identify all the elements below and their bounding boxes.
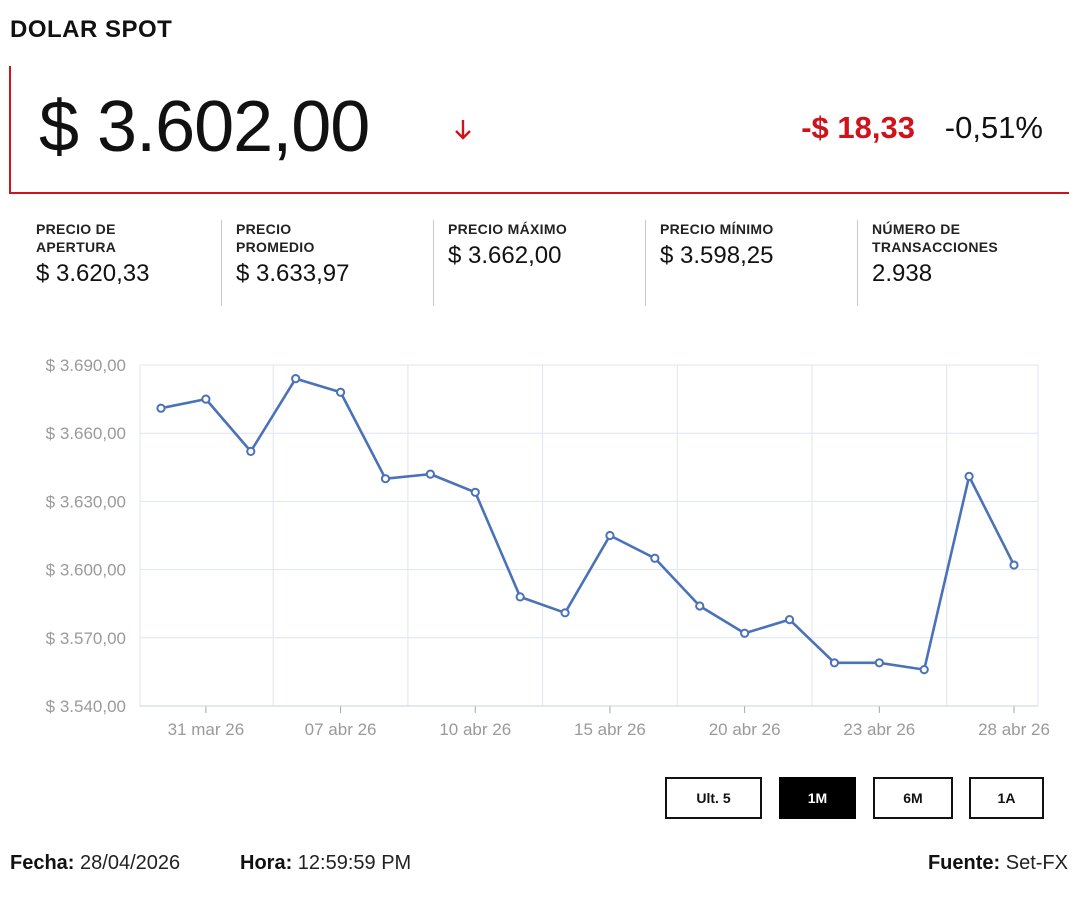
x-tick-label: 31 mar 26: [168, 720, 245, 739]
data-point: [919, 665, 929, 675]
x-tick-label: 15 abr 26: [574, 720, 646, 739]
x-tick-label: 28 abr 26: [978, 720, 1050, 739]
stat-opening: PRECIO DE APERTURA $ 3.620,33: [22, 220, 221, 306]
data-point: [425, 469, 435, 479]
date-value: 28/04/2026: [80, 852, 181, 874]
arrow-down-icon: [455, 120, 471, 140]
current-price: $ 3.602,00: [39, 87, 370, 167]
source-value: Set-FX: [1005, 852, 1068, 874]
page-title: DOLAR SPOT: [10, 16, 173, 43]
data-point: [291, 374, 301, 384]
data-point: [246, 446, 256, 456]
data-point: [874, 658, 884, 668]
stat-value: $ 3.633,97: [236, 260, 350, 287]
y-tick-label: $ 3.630,00: [46, 492, 126, 511]
x-tick-label: 10 abr 26: [439, 720, 511, 739]
date-label: Fecha:: [10, 852, 75, 874]
price-line-chart: $ 3.690,00 $ 3.660,00 $ 3.630,00 $ 3.600,00…: [46, 356, 1050, 739]
stat-label: PRECIO MÁXIMO: [448, 221, 568, 237]
range-button-ult5[interactable]: Ult. 5: [665, 777, 762, 819]
footer-date: Fecha: 28/04/2026: [10, 852, 180, 875]
x-tick-label: 20 abr 26: [709, 720, 781, 739]
range-button-1a[interactable]: 1A: [969, 777, 1044, 819]
series-line: [160, 377, 1016, 671]
data-point: [784, 615, 795, 625]
plot-area: [139, 364, 1039, 707]
stats-row: PRECIO DE APERTURA $ 3.620,33 PRECIO PRO…: [22, 220, 1080, 306]
stat-value: $ 3.598,25: [660, 242, 774, 269]
data-point: [605, 530, 615, 541]
data-point: [740, 628, 750, 638]
stat-label: PRECIO MÍNIMO: [660, 221, 774, 237]
x-tick-label: 23 abr 26: [843, 720, 915, 739]
y-tick-label: $ 3.570,00: [46, 629, 126, 648]
data-point: [1009, 560, 1019, 570]
stat-average: PRECIO PROMEDIO $ 3.633,97: [221, 220, 433, 306]
stat-transactions: NÚMERO DE TRANSACCIONES 2.938: [857, 220, 1069, 306]
stat-min: PRECIO MÍNIMO $ 3.598,25: [645, 220, 857, 306]
stat-value: $ 3.662,00: [448, 242, 562, 269]
time-label: Hora:: [240, 852, 293, 874]
data-point: [515, 592, 525, 602]
data-point: [156, 403, 166, 413]
data-point: [829, 658, 840, 668]
change-percent: -0,51%: [944, 110, 1043, 145]
stat-max: PRECIO MÁXIMO $ 3.662,00: [433, 220, 645, 306]
source-label: Fuente:: [927, 852, 1001, 874]
data-point: [201, 394, 211, 404]
stat-label: PRECIO PROMEDIO: [236, 221, 315, 255]
y-tick-label: $ 3.540,00: [46, 697, 126, 716]
quote-panel: $ 3.602,00 -$ 18,33 -0,51%: [9, 66, 1069, 194]
stat-value: 2.938: [872, 260, 933, 287]
footer-source: Fuente: Set-FX: [928, 852, 1068, 875]
data-point: [560, 608, 570, 618]
change-absolute: -$ 18,33: [801, 110, 915, 145]
range-button-1m[interactable]: 1M: [779, 777, 856, 819]
data-point: [650, 553, 660, 563]
stat-value: $ 3.620,33: [36, 260, 150, 287]
stat-label: PRECIO DE APERTURA: [36, 221, 117, 255]
data-point: [964, 471, 974, 481]
y-tick-label: $ 3.690,00: [46, 356, 126, 375]
y-tick-label: $ 3.600,00: [46, 561, 126, 580]
y-tick-label: $ 3.660,00: [46, 424, 126, 443]
data-point: [335, 387, 346, 397]
range-button-6m[interactable]: 6M: [873, 777, 953, 819]
data-point: [470, 487, 480, 497]
data-point: [380, 474, 391, 484]
data-point: [695, 601, 705, 611]
x-tick-label: 07 abr 26: [305, 720, 377, 739]
stat-label: NÚMERO DE TRANSACCIONES: [872, 221, 999, 255]
footer-time: Hora: 12:59:59 PM: [240, 852, 411, 875]
time-value: 12:59:59 PM: [297, 852, 412, 874]
